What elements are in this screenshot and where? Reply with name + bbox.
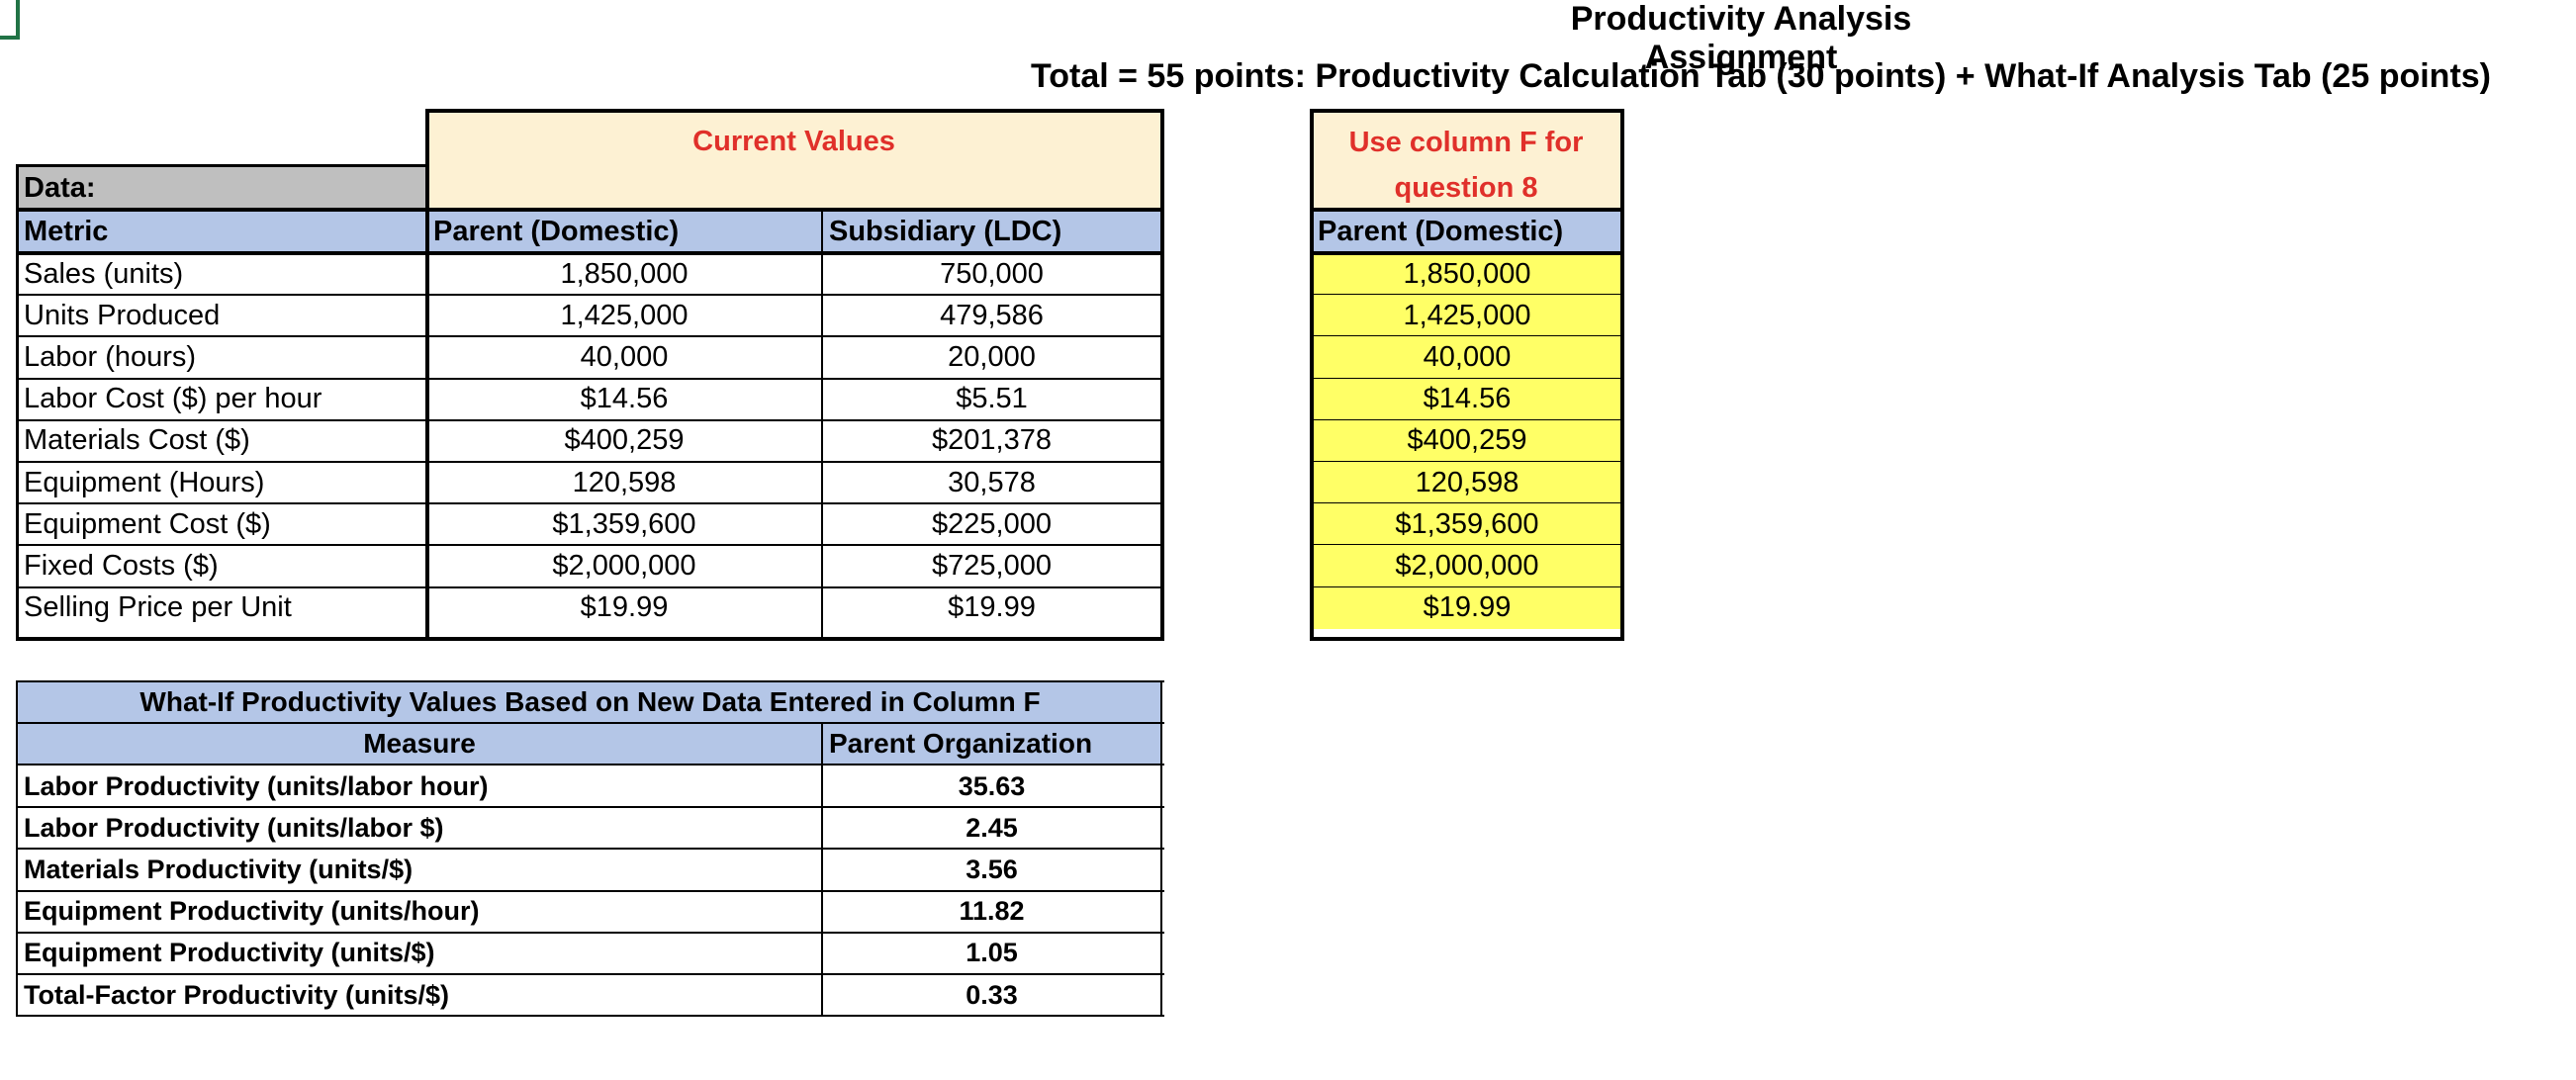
whatif-header-measure: Measure — [363, 728, 476, 759]
whatif-input-cell[interactable]: $400,259 — [1314, 419, 1620, 462]
metric-cell[interactable]: Equipment Cost ($) — [24, 507, 271, 540]
current-values-label: Current Values — [692, 125, 895, 157]
subsidiary-value-cell[interactable]: 750,000 — [940, 257, 1044, 290]
subsidiary-value-cell[interactable]: $225,000 — [932, 507, 1052, 540]
parent-value-cell[interactable]: 120,598 — [572, 466, 677, 498]
whatif-value-cell[interactable]: 0.33 — [966, 979, 1018, 1010]
subsidiary-value-cell[interactable]: $19.99 — [948, 591, 1036, 624]
metric-cell[interactable]: Labor (hours) — [24, 340, 197, 373]
whatif-note-box — [1312, 111, 1620, 210]
metric-cell[interactable]: Fixed Costs ($) — [24, 549, 219, 582]
whatif-value-cell[interactable]: 1.05 — [966, 938, 1018, 968]
cell-selection-marker[interactable] — [0, 0, 22, 42]
subsidiary-value-cell[interactable]: $5.51 — [956, 383, 1028, 415]
parent-value-cell[interactable]: $2,000,000 — [552, 549, 696, 582]
subsidiary-value-cell[interactable]: 479,586 — [940, 299, 1044, 331]
metric-cell[interactable]: Materials Cost ($) — [24, 424, 250, 457]
whatif-note-line2: question 8 — [1394, 171, 1538, 204]
whatif-input-cell[interactable]: 1,425,000 — [1314, 295, 1620, 337]
data-section-label: Data: — [18, 166, 427, 210]
whatif-input-cell[interactable]: 120,598 — [1314, 462, 1620, 504]
whatif-value-cell[interactable]: 2.45 — [966, 812, 1018, 843]
whatif-input-cell[interactable]: $1,359,600 — [1314, 503, 1620, 546]
whatif-note-line1: Use column F for — [1348, 126, 1584, 158]
whatif-table-title: What-If Productivity Values Based on New… — [139, 686, 1041, 717]
page-subtitle: Total = 55 points: Productivity Calculat… — [1030, 57, 2491, 95]
parent-value-cell[interactable]: $19.99 — [580, 591, 669, 624]
parent-value-cell[interactable]: $14.56 — [580, 383, 669, 415]
current-values-banner — [425, 111, 1162, 210]
parent-value-cell[interactable]: $400,259 — [564, 424, 685, 457]
whatif-value-cell[interactable]: 35.63 — [958, 770, 1026, 801]
whatif-input-cell[interactable]: $2,000,000 — [1314, 545, 1620, 587]
subsidiary-value-cell[interactable]: $201,378 — [932, 424, 1052, 457]
data-header-row — [18, 210, 1162, 253]
whatif-header-parent-org: Parent Organization — [829, 728, 1093, 759]
parent-value-cell[interactable]: 1,850,000 — [560, 257, 689, 290]
header-subsidiary: Subsidiary (LDC) — [829, 215, 1062, 247]
whatif-measure-cell[interactable]: Labor Productivity (units/labor $) — [24, 812, 444, 843]
metric-cell[interactable]: Units Produced — [24, 299, 221, 331]
header-metric: Metric — [24, 215, 109, 247]
parent-value-cell[interactable]: 1,425,000 — [560, 299, 689, 331]
whatif-input-cell[interactable]: $14.56 — [1314, 378, 1620, 420]
subsidiary-value-cell[interactable]: 20,000 — [948, 340, 1036, 373]
metric-cell[interactable]: Selling Price per Unit — [24, 591, 292, 624]
subsidiary-value-cell[interactable]: 30,578 — [948, 466, 1036, 498]
whatif-header-bg — [1312, 210, 1620, 253]
whatif-measure-cell[interactable]: Materials Productivity (units/$) — [24, 854, 414, 884]
metric-cell[interactable]: Equipment (Hours) — [24, 466, 265, 498]
metric-cell[interactable]: Labor Cost ($) per hour — [24, 383, 322, 415]
whatif-measure-cell[interactable]: Equipment Productivity (units/$) — [24, 938, 435, 968]
subsidiary-value-cell[interactable]: $725,000 — [932, 549, 1052, 582]
whatif-input-cell[interactable]: 1,850,000 — [1314, 253, 1620, 296]
page-title: Productivity Analysis Assignment — [1570, 0, 1912, 76]
whatif-measure-cell[interactable]: Total-Factor Productivity (units/$) — [24, 979, 450, 1010]
metric-cell[interactable]: Sales (units) — [24, 257, 184, 290]
header-parent: Parent (Domestic) — [433, 215, 680, 247]
whatif-measure-cell[interactable]: Labor Productivity (units/labor hour) — [24, 770, 489, 801]
whatif-input-cell[interactable]: $19.99 — [1314, 586, 1620, 629]
whatif-value-cell[interactable]: 3.56 — [966, 854, 1018, 884]
whatif-measure-cell[interactable]: Equipment Productivity (units/hour) — [24, 896, 480, 927]
parent-value-cell[interactable]: $1,359,600 — [552, 507, 696, 540]
whatif-input-cell[interactable]: 40,000 — [1314, 336, 1620, 379]
header-whatif-parent: Parent (Domestic) — [1318, 215, 1564, 247]
parent-value-cell[interactable]: 40,000 — [580, 340, 669, 373]
whatif-value-cell[interactable]: 11.82 — [959, 896, 1025, 927]
